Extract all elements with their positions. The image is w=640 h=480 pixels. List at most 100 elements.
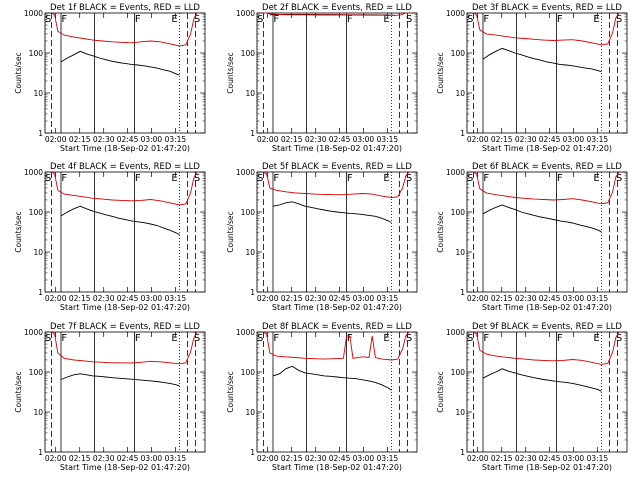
x-tick-label: 02:15	[69, 454, 91, 463]
y-tick-label: 10	[245, 89, 255, 98]
x-tick-label: 03:15	[165, 135, 187, 144]
x-tick-label: 02:30	[515, 294, 537, 303]
x-tick-label: 02:45	[539, 135, 561, 144]
plot-frame	[466, 331, 628, 453]
plot-frame	[44, 331, 206, 453]
y-tick-label: 1000	[236, 328, 255, 337]
x-tick-label: 03:00	[353, 294, 375, 303]
x-tick-label: 03:00	[563, 294, 585, 303]
y-tick-label: 1000	[24, 328, 43, 337]
panel-4: Det 4f BLACK = Events, RED = LLD 1 10 100 10…	[14, 162, 206, 312]
x-tick-label: 03:15	[377, 294, 399, 303]
plot-frame	[44, 12, 206, 134]
x-tick-label: 02:45	[329, 135, 351, 144]
lld-series-line	[51, 12, 198, 47]
segment-label: S	[616, 173, 622, 184]
segment-label: S	[467, 333, 473, 344]
y-axis-label: Counts/sec	[226, 371, 235, 412]
x-tick-label: 02:45	[329, 454, 351, 463]
segment-label: F	[273, 333, 279, 344]
x-tick-label: 02:15	[281, 294, 303, 303]
plot-frame	[256, 171, 418, 293]
x-tick-label: 03:00	[141, 454, 163, 463]
x-tick-label: 02:00	[467, 135, 489, 144]
segment-label: F	[347, 173, 353, 184]
x-tick-label: 02:30	[93, 454, 115, 463]
y-tick-label: 10	[33, 248, 43, 257]
x-tick-label: 02:45	[117, 454, 139, 463]
y-tick-label: 10	[455, 248, 465, 257]
panel-6: Det 6f BLACK = Events, RED = LLD 1 10 100 10…	[436, 162, 628, 312]
events-series-line	[60, 50, 180, 76]
y-tick-label: 1	[460, 288, 465, 297]
x-tick-label: 03:00	[563, 135, 585, 144]
y-tick-label: 1	[38, 448, 43, 457]
segment-label: E	[383, 14, 389, 25]
segment-label: F	[347, 14, 353, 25]
y-tick-label: 1000	[236, 168, 255, 177]
lld-series-line	[473, 12, 620, 46]
y-axis-label: Counts/sec	[436, 211, 445, 252]
panel-title: Det 7f BLACK = Events, RED = LLD	[50, 322, 200, 332]
x-tick-label: 02:30	[515, 454, 537, 463]
y-tick-label: 1	[250, 288, 255, 297]
y-axis-label: Counts/sec	[226, 52, 235, 93]
y-tick-label: 100	[29, 208, 44, 217]
y-tick-label: 1000	[236, 9, 255, 18]
x-tick-label: 02:30	[305, 454, 327, 463]
plot-frame	[256, 12, 418, 134]
segment-label: S	[616, 14, 622, 25]
events-series-line	[482, 47, 602, 73]
segment-label: E	[383, 333, 389, 344]
events-series-line	[60, 373, 180, 387]
panel-2: Det 2f BLACK = Events, RED = LLD 1 10 100 10…	[226, 3, 418, 153]
x-tick-label: 02:00	[467, 294, 489, 303]
x-tick-label: 03:15	[377, 454, 399, 463]
y-tick-label: 1000	[446, 168, 465, 177]
segment-label: S	[257, 333, 263, 344]
x-tick-label: 02:15	[491, 135, 513, 144]
segment-label: E	[593, 333, 599, 344]
x-tick-label: 02:30	[515, 135, 537, 144]
plot-frame	[466, 171, 628, 293]
segment-label: F	[273, 173, 279, 184]
events-series-line	[272, 201, 392, 223]
x-tick-label: 02:30	[305, 294, 327, 303]
lld-series-line	[263, 12, 409, 16]
y-tick-label: 10	[455, 408, 465, 417]
segment-label: S	[406, 14, 412, 25]
x-tick-label: 03:00	[353, 454, 375, 463]
x-axis-label: Start Time (18-Sep-02 01:47:20)	[272, 144, 402, 153]
panel-8: Det 8f BLACK = Events, RED = LLD 1 10 100 10…	[226, 322, 418, 472]
x-tick-label: 03:15	[587, 454, 609, 463]
x-tick-label: 02:30	[93, 135, 115, 144]
y-tick-label: 1	[250, 448, 255, 457]
y-tick-label: 100	[29, 49, 44, 58]
panel-7: Det 7f BLACK = Events, RED = LLD 1 10 100 10…	[14, 322, 206, 472]
y-axis-label: Counts/sec	[436, 52, 445, 93]
lld-series-line	[473, 171, 620, 205]
segment-label: F	[557, 14, 563, 25]
segment-label: F	[61, 14, 67, 25]
x-tick-label: 03:15	[165, 294, 187, 303]
x-tick-label: 02:15	[491, 294, 513, 303]
x-tick-label: 03:15	[165, 454, 187, 463]
y-axis-label: Counts/sec	[14, 371, 23, 412]
segment-label: F	[273, 14, 279, 25]
y-tick-label: 100	[241, 49, 256, 58]
segment-label: F	[135, 14, 141, 25]
segment-label: S	[45, 173, 51, 184]
segment-label: S	[467, 14, 473, 25]
y-tick-label: 100	[451, 49, 466, 58]
segment-label: S	[406, 333, 412, 344]
segment-label: E	[383, 173, 389, 184]
segment-label: F	[483, 333, 489, 344]
segment-label: E	[171, 333, 177, 344]
panel-title: Det 6f BLACK = Events, RED = LLD	[472, 162, 622, 172]
panel-title: Det 1f BLACK = Events, RED = LLD	[50, 3, 200, 13]
y-tick-label: 1	[38, 288, 43, 297]
panel-title: Det 4f BLACK = Events, RED = LLD	[50, 162, 200, 172]
y-tick-label: 1	[250, 129, 255, 138]
x-tick-label: 02:00	[467, 454, 489, 463]
x-axis-label: Start Time (18-Sep-02 01:47:20)	[272, 463, 402, 472]
